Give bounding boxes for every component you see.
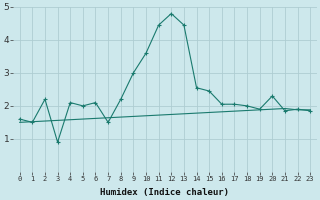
X-axis label: Humidex (Indice chaleur): Humidex (Indice chaleur) [100,188,229,197]
